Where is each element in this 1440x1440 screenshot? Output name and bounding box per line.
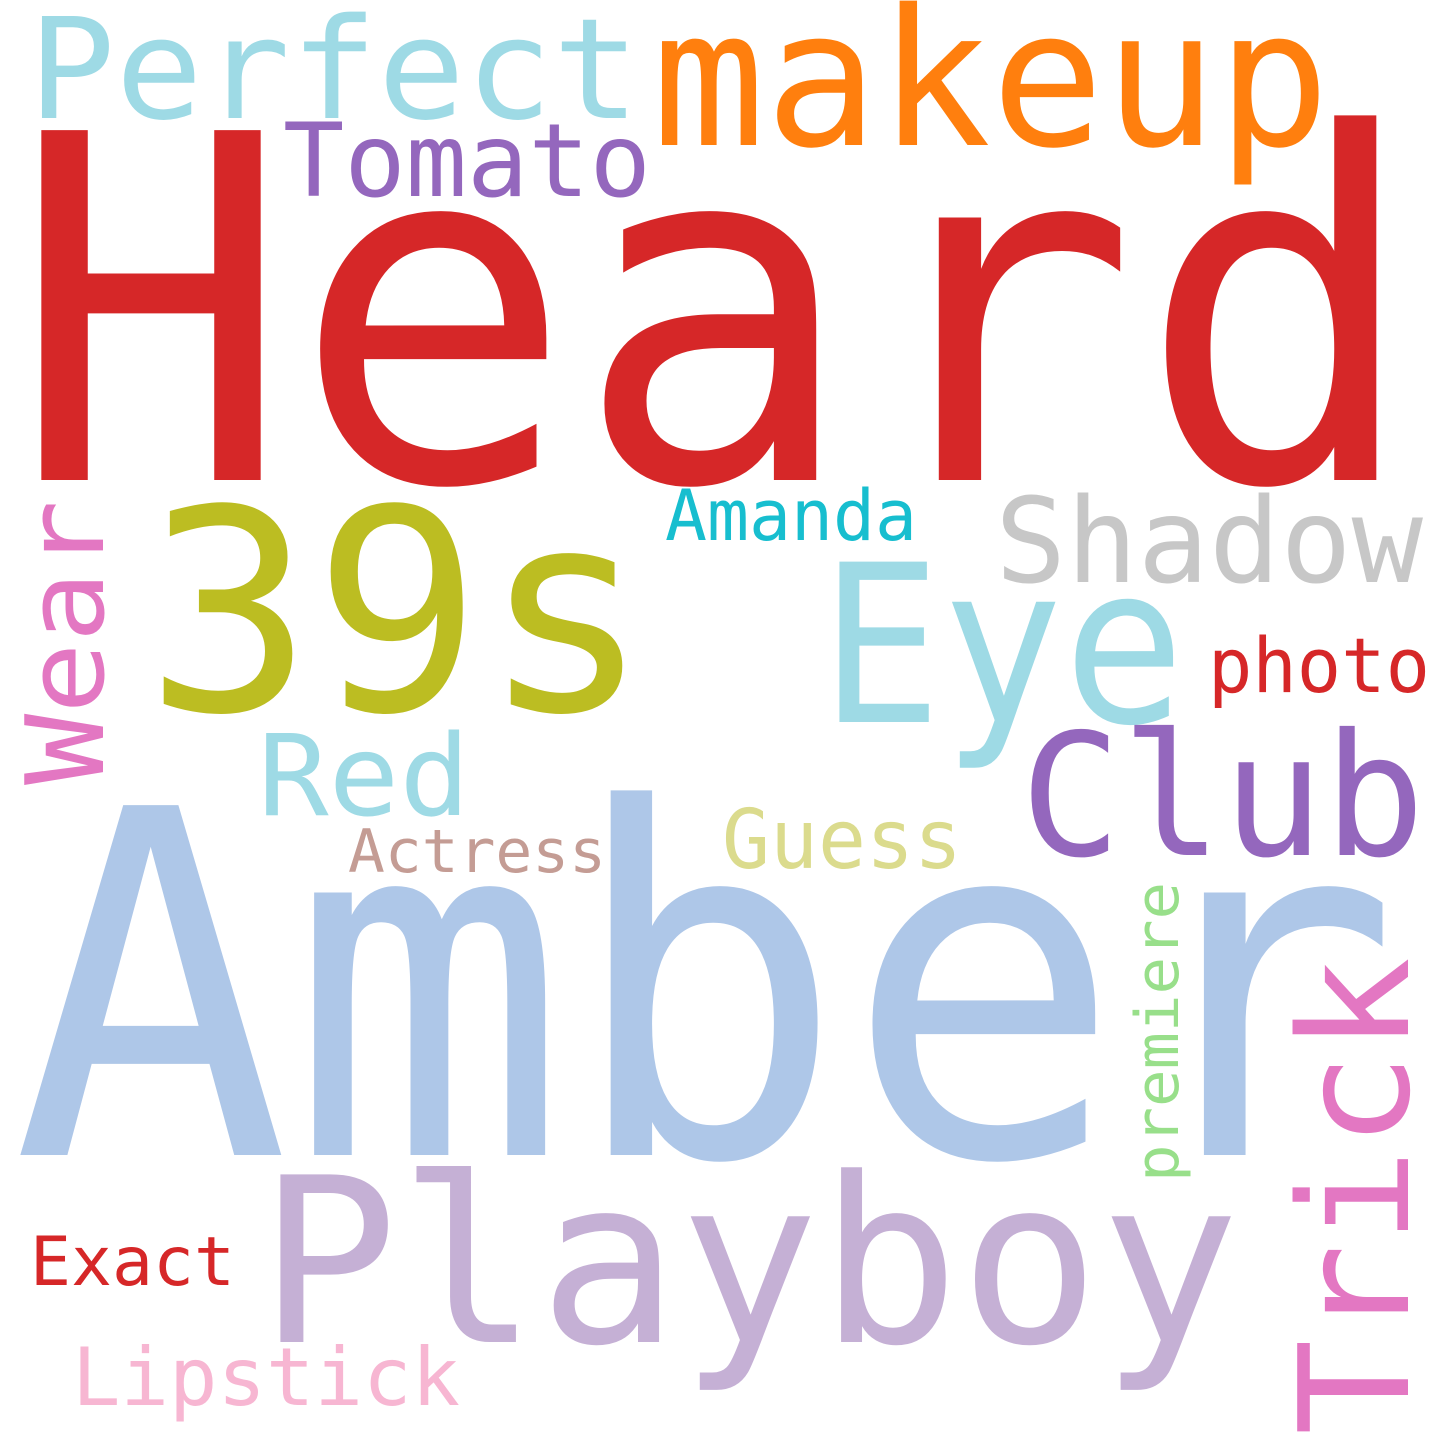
word-39s: 39s (145, 451, 650, 777)
word-perfect: Perfect (28, 0, 640, 152)
word-guess: Guess (722, 793, 962, 888)
word-wear: Wear (4, 500, 129, 785)
word-amanda: Amanda (665, 475, 917, 557)
word-amber: Amber (12, 710, 1400, 1269)
word-eye: Eye (820, 518, 1185, 774)
word-exact: Exact (30, 1223, 235, 1302)
word-red: Red (258, 712, 470, 842)
word-playboy: Playboy (258, 1130, 1240, 1397)
word-trick: Trick (1267, 957, 1440, 1435)
word-makeup: makeup (652, 0, 1330, 190)
word-tomato: Tomato (283, 102, 651, 221)
word-premiere: premiere (1123, 882, 1193, 1182)
word-photo: photo (1208, 621, 1430, 710)
word-club: Club (1020, 698, 1425, 896)
word-lipstick: Lipstick (72, 1331, 460, 1424)
word-heard: Heard (10, 35, 1420, 594)
word-shadow: Shadow (995, 472, 1424, 610)
word-actress: Actress (348, 817, 606, 887)
